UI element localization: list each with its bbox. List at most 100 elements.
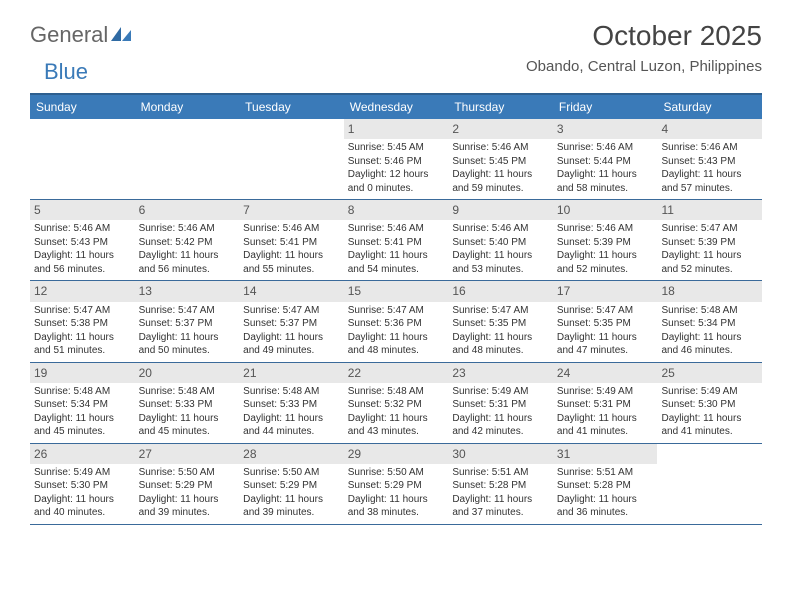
day-number: 19 [30, 363, 135, 383]
sunset: Sunset: 5:32 PM [348, 398, 445, 412]
weeks-container: 1Sunrise: 5:45 AMSunset: 5:46 PMDaylight… [30, 119, 762, 525]
daylight: Daylight: 11 hours and 53 minutes. [452, 249, 549, 276]
sunset: Sunset: 5:41 PM [243, 236, 340, 250]
sunset: Sunset: 5:36 PM [348, 317, 445, 331]
sunset: Sunset: 5:43 PM [34, 236, 131, 250]
day-cell: 24Sunrise: 5:49 AMSunset: 5:31 PMDayligh… [553, 363, 658, 443]
day-cell: 16Sunrise: 5:47 AMSunset: 5:35 PMDayligh… [448, 281, 553, 361]
sunrise: Sunrise: 5:46 AM [348, 222, 445, 236]
day-number: 26 [30, 444, 135, 464]
week-row: 19Sunrise: 5:48 AMSunset: 5:34 PMDayligh… [30, 363, 762, 444]
sunset: Sunset: 5:44 PM [557, 155, 654, 169]
day-cell: 10Sunrise: 5:46 AMSunset: 5:39 PMDayligh… [553, 200, 658, 280]
brand-sail-icon [111, 23, 133, 49]
sunrise: Sunrise: 5:48 AM [34, 385, 131, 399]
sunrise: Sunrise: 5:49 AM [661, 385, 758, 399]
day-cell: 5Sunrise: 5:46 AMSunset: 5:43 PMDaylight… [30, 200, 135, 280]
daylight: Daylight: 11 hours and 36 minutes. [557, 493, 654, 520]
day-cell: 20Sunrise: 5:48 AMSunset: 5:33 PMDayligh… [135, 363, 240, 443]
sunrise: Sunrise: 5:51 AM [557, 466, 654, 480]
sunrise: Sunrise: 5:48 AM [348, 385, 445, 399]
sunset: Sunset: 5:37 PM [139, 317, 236, 331]
sunset: Sunset: 5:30 PM [34, 479, 131, 493]
sunrise: Sunrise: 5:46 AM [557, 222, 654, 236]
location: Obando, Central Luzon, Philippines [526, 58, 762, 75]
daylight: Daylight: 11 hours and 44 minutes. [243, 412, 340, 439]
day-number: 5 [30, 200, 135, 220]
sunset: Sunset: 5:39 PM [557, 236, 654, 250]
day-cell: 17Sunrise: 5:47 AMSunset: 5:35 PMDayligh… [553, 281, 658, 361]
day-number: 12 [30, 281, 135, 301]
sunset: Sunset: 5:31 PM [452, 398, 549, 412]
sunset: Sunset: 5:35 PM [557, 317, 654, 331]
sunrise: Sunrise: 5:50 AM [243, 466, 340, 480]
day-number: 14 [239, 281, 344, 301]
day-cell: 29Sunrise: 5:50 AMSunset: 5:29 PMDayligh… [344, 444, 449, 524]
day-number: 18 [657, 281, 762, 301]
day-cell: 4Sunrise: 5:46 AMSunset: 5:43 PMDaylight… [657, 119, 762, 199]
sunrise: Sunrise: 5:46 AM [557, 141, 654, 155]
day-cell: 23 Sunrise: 5:49 AMSunset: 5:31 PMDayligh… [448, 363, 553, 443]
sunset: Sunset: 5:34 PM [34, 398, 131, 412]
daylight: Daylight: 11 hours and 54 minutes. [348, 249, 445, 276]
sunrise: Sunrise: 5:47 AM [243, 304, 340, 318]
day-number: 29 [344, 444, 449, 464]
day-number: 16 [448, 281, 553, 301]
day-cell: 7Sunrise: 5:46 AMSunset: 5:41 PMDaylight… [239, 200, 344, 280]
sunset: Sunset: 5:46 PM [348, 155, 445, 169]
daylight: Daylight: 11 hours and 40 minutes. [34, 493, 131, 520]
day-number: 31 [553, 444, 658, 464]
brand-part1: General [30, 22, 108, 48]
sunrise: Sunrise: 5:45 AM [348, 141, 445, 155]
brand-logo: General [30, 22, 133, 48]
sunrise: Sunrise: 5:50 AM [348, 466, 445, 480]
day-cell: 8Sunrise: 5:46 AMSunset: 5:41 PMDaylight… [344, 200, 449, 280]
day-cell: 28Sunrise: 5:50 AMSunset: 5:29 PMDayligh… [239, 444, 344, 524]
week-row: 26Sunrise: 5:49 AMSunset: 5:30 PMDayligh… [30, 444, 762, 525]
day-number: 23 [448, 363, 553, 383]
day-number: 4 [657, 119, 762, 139]
daylight: Daylight: 11 hours and 39 minutes. [243, 493, 340, 520]
daylight: Daylight: 11 hours and 58 minutes. [557, 168, 654, 195]
daylight: Daylight: 11 hours and 47 minutes. [557, 331, 654, 358]
sunrise: Sunrise: 5:46 AM [139, 222, 236, 236]
dow-tue: Tuesday [239, 95, 344, 119]
day-cell [239, 119, 344, 199]
sunset: Sunset: 5:45 PM [452, 155, 549, 169]
day-cell: 12Sunrise: 5:47 AMSunset: 5:38 PMDayligh… [30, 281, 135, 361]
sunrise: Sunrise: 5:49 AM [452, 385, 549, 399]
day-cell: 30Sunrise: 5:51 AMSunset: 5:28 PMDayligh… [448, 444, 553, 524]
sunrise: Sunrise: 5:47 AM [34, 304, 131, 318]
sunset: Sunset: 5:40 PM [452, 236, 549, 250]
daylight: Daylight: 11 hours and 41 minutes. [661, 412, 758, 439]
day-cell: 14Sunrise: 5:47 AMSunset: 5:37 PMDayligh… [239, 281, 344, 361]
day-number: 11 [657, 200, 762, 220]
day-number: 20 [135, 363, 240, 383]
daylight: Daylight: 11 hours and 50 minutes. [139, 331, 236, 358]
day-number: 2 [448, 119, 553, 139]
daylight: Daylight: 11 hours and 55 minutes. [243, 249, 340, 276]
dow-sun: Sunday [30, 95, 135, 119]
sunrise: Sunrise: 5:46 AM [34, 222, 131, 236]
sunrise: Sunrise: 5:47 AM [348, 304, 445, 318]
day-cell: 18Sunrise: 5:48 AMSunset: 5:34 PMDayligh… [657, 281, 762, 361]
day-number: 25 [657, 363, 762, 383]
sunset: Sunset: 5:33 PM [243, 398, 340, 412]
sunset: Sunset: 5:28 PM [452, 479, 549, 493]
sunset: Sunset: 5:42 PM [139, 236, 236, 250]
sunset: Sunset: 5:39 PM [661, 236, 758, 250]
daylight: Daylight: 11 hours and 45 minutes. [34, 412, 131, 439]
dow-wed: Wednesday [344, 95, 449, 119]
daylight: Daylight: 11 hours and 43 minutes. [348, 412, 445, 439]
daylight: Daylight: 11 hours and 57 minutes. [661, 168, 758, 195]
day-number: 9 [448, 200, 553, 220]
week-row: 1Sunrise: 5:45 AMSunset: 5:46 PMDaylight… [30, 119, 762, 200]
daylight: Daylight: 11 hours and 56 minutes. [139, 249, 236, 276]
day-cell: 25Sunrise: 5:49 AMSunset: 5:30 PMDayligh… [657, 363, 762, 443]
day-number: 22 [344, 363, 449, 383]
sunset: Sunset: 5:31 PM [557, 398, 654, 412]
day-number: 21 [239, 363, 344, 383]
daylight: Daylight: 11 hours and 42 minutes. [452, 412, 549, 439]
sunrise: Sunrise: 5:48 AM [139, 385, 236, 399]
sunrise: Sunrise: 5:51 AM [452, 466, 549, 480]
